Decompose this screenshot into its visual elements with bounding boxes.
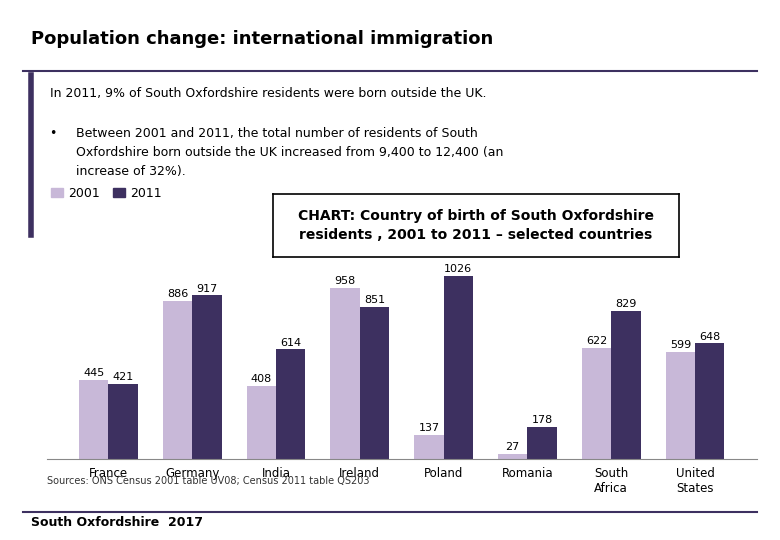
Bar xyxy=(582,348,612,459)
Text: 648: 648 xyxy=(699,332,720,342)
Text: 408: 408 xyxy=(250,374,272,384)
Bar xyxy=(192,295,222,459)
Bar xyxy=(612,311,640,459)
Bar xyxy=(163,301,192,459)
Text: Between 2001 and 2011, the total number of residents of South
Oxfordshire born o: Between 2001 and 2011, the total number … xyxy=(76,126,503,178)
Bar xyxy=(414,435,444,459)
Text: 445: 445 xyxy=(83,368,105,378)
Text: 178: 178 xyxy=(531,415,553,426)
Text: 614: 614 xyxy=(280,338,301,348)
Text: 917: 917 xyxy=(197,284,218,294)
Bar xyxy=(527,427,557,459)
Bar xyxy=(360,307,389,459)
Text: 1026: 1026 xyxy=(444,264,473,274)
Text: 622: 622 xyxy=(586,336,607,346)
Bar xyxy=(246,386,276,459)
Text: 829: 829 xyxy=(615,299,636,309)
Text: 599: 599 xyxy=(670,340,691,350)
Text: •: • xyxy=(50,126,57,139)
Text: 27: 27 xyxy=(505,442,519,453)
Bar xyxy=(79,380,108,459)
Bar xyxy=(108,384,138,459)
Text: 958: 958 xyxy=(335,276,356,286)
Legend: 2001, 2011: 2001, 2011 xyxy=(46,182,167,205)
Text: 421: 421 xyxy=(112,372,133,382)
Bar xyxy=(665,352,695,459)
Text: In 2011, 9% of South Oxfordshire residents were born outside the UK.: In 2011, 9% of South Oxfordshire residen… xyxy=(50,87,486,100)
Text: 137: 137 xyxy=(418,423,439,433)
Bar xyxy=(444,276,473,459)
Text: Population change: international immigration: Population change: international immigra… xyxy=(31,30,494,48)
Bar xyxy=(331,288,360,459)
Text: Sources: ONS Census 2001 table UV08; Census 2011 table QS203: Sources: ONS Census 2001 table UV08; Cen… xyxy=(47,476,369,487)
Text: 851: 851 xyxy=(364,295,385,305)
Text: CHART: Country of birth of South Oxfordshire
residents , 2001 to 2011 – selected: CHART: Country of birth of South Oxfords… xyxy=(298,208,654,242)
Text: South Oxfordshire  2017: South Oxfordshire 2017 xyxy=(31,516,204,529)
Bar xyxy=(498,454,527,459)
Text: 886: 886 xyxy=(167,289,188,299)
Bar xyxy=(276,349,305,459)
Bar xyxy=(695,343,725,459)
